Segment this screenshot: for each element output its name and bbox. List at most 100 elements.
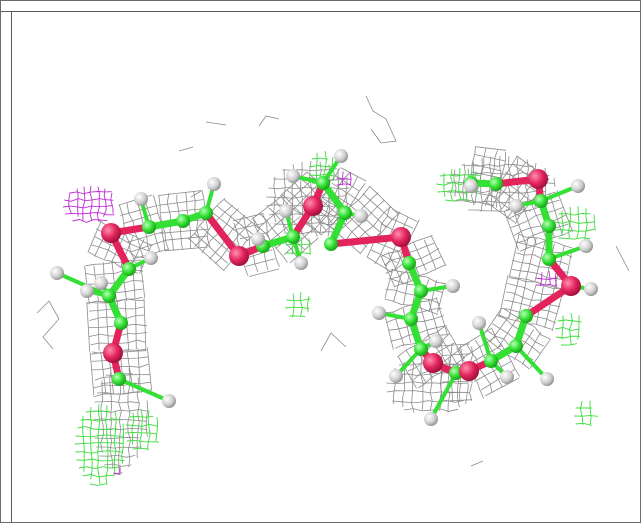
carbon-atom (509, 339, 523, 353)
mesh-line (387, 252, 404, 286)
mesh-line (509, 234, 520, 277)
green-mesh-line (125, 431, 158, 435)
green-mesh-line (78, 466, 119, 470)
mesh-line (283, 228, 314, 255)
mesh-line (436, 298, 448, 335)
carbon-atom (542, 252, 556, 266)
magenta-mesh-line (535, 277, 557, 280)
mesh-line (384, 312, 394, 350)
green-mesh-line (292, 293, 295, 318)
green-mesh-line (285, 243, 310, 246)
green-mesh-line (311, 157, 328, 160)
mesh-line (326, 176, 358, 226)
mesh-fragment (258, 115, 280, 127)
mesh-line (513, 214, 567, 237)
green-mesh-line (105, 405, 109, 486)
mesh-line (330, 185, 371, 227)
oxygen-atom (528, 169, 548, 189)
mesh-line (157, 199, 204, 206)
mesh-line (86, 301, 91, 352)
mesh-line (158, 190, 203, 196)
mesh-line (397, 355, 417, 389)
carbon-atom (338, 206, 352, 220)
mesh-fragment (615, 245, 630, 272)
mesh-line (160, 208, 205, 214)
hydrogen-atom (279, 204, 293, 218)
green-mesh-line (573, 415, 599, 417)
mesh-line (137, 348, 141, 390)
mesh-line (513, 329, 535, 360)
mesh-line (467, 344, 503, 366)
green-mesh-line (443, 172, 446, 197)
oxygen-atom (459, 361, 479, 381)
hydrogen-atom (464, 179, 478, 193)
mesh-line (367, 257, 393, 273)
mesh-line (413, 241, 427, 271)
hydrogen-atom (424, 412, 438, 426)
carbon-atom (414, 284, 428, 298)
magenta-mesh-line (76, 188, 79, 217)
green-mesh-line (289, 315, 306, 318)
carbon-atom (199, 206, 213, 220)
green-mesh-line (77, 426, 118, 430)
green-mesh-line (89, 407, 93, 480)
mesh-line (405, 350, 427, 384)
mesh-fragment (178, 146, 194, 152)
magenta-mesh-line (536, 284, 558, 287)
hydrogen-atom (144, 251, 158, 265)
hydrogen-atom (472, 316, 486, 330)
mesh-line (462, 163, 466, 200)
green-mesh-line (558, 212, 591, 216)
mesh-line (402, 308, 412, 343)
mesh-line (243, 217, 259, 273)
carbon-atom (122, 262, 136, 276)
mesh-fragment (320, 332, 347, 352)
green-mesh-line (309, 165, 334, 168)
green-mesh-line (580, 400, 584, 425)
mesh-line (268, 186, 350, 190)
magenta-mesh-line (65, 212, 115, 216)
green-mesh-line (299, 292, 303, 317)
green-mesh-line (577, 315, 580, 340)
magenta-mesh-line (64, 198, 114, 202)
mesh-line (89, 352, 95, 396)
green-mesh-line (139, 409, 143, 450)
mesh-line (403, 274, 410, 306)
mesh-line (441, 353, 470, 356)
green-mesh-line (561, 315, 564, 340)
mesh-line (482, 307, 503, 337)
green-mesh-line (555, 335, 580, 339)
mesh-line (356, 198, 387, 228)
green-mesh-line (126, 439, 160, 443)
mesh-line (160, 228, 209, 234)
mesh-line (391, 399, 465, 403)
mesh-line (318, 161, 322, 234)
green-mesh-line (82, 474, 115, 478)
mesh-fragment (190, 190, 202, 198)
mesh-line (430, 235, 447, 267)
green-mesh-line (286, 298, 311, 302)
mesh-line (458, 327, 493, 349)
green-mesh-line (85, 410, 110, 413)
hydrogen-atom (579, 239, 593, 253)
mesh-line (140, 261, 146, 298)
green-mesh-line (558, 237, 591, 240)
mesh-line (147, 347, 152, 391)
carbon-atom (489, 177, 503, 191)
mesh-line (249, 268, 279, 277)
mesh-line (251, 194, 284, 220)
hydrogen-atom (334, 149, 348, 163)
mesh-line (87, 220, 102, 253)
mesh-line (163, 235, 207, 241)
mesh-line (271, 216, 301, 241)
carbon-atom (316, 176, 330, 190)
mesh-line (129, 240, 166, 253)
magenta-mesh-line (89, 185, 93, 222)
green-mesh-line (285, 306, 310, 309)
mesh-line (423, 239, 436, 269)
mesh-line (97, 303, 100, 351)
mesh-line (474, 361, 512, 382)
carbon-atom (112, 372, 126, 386)
